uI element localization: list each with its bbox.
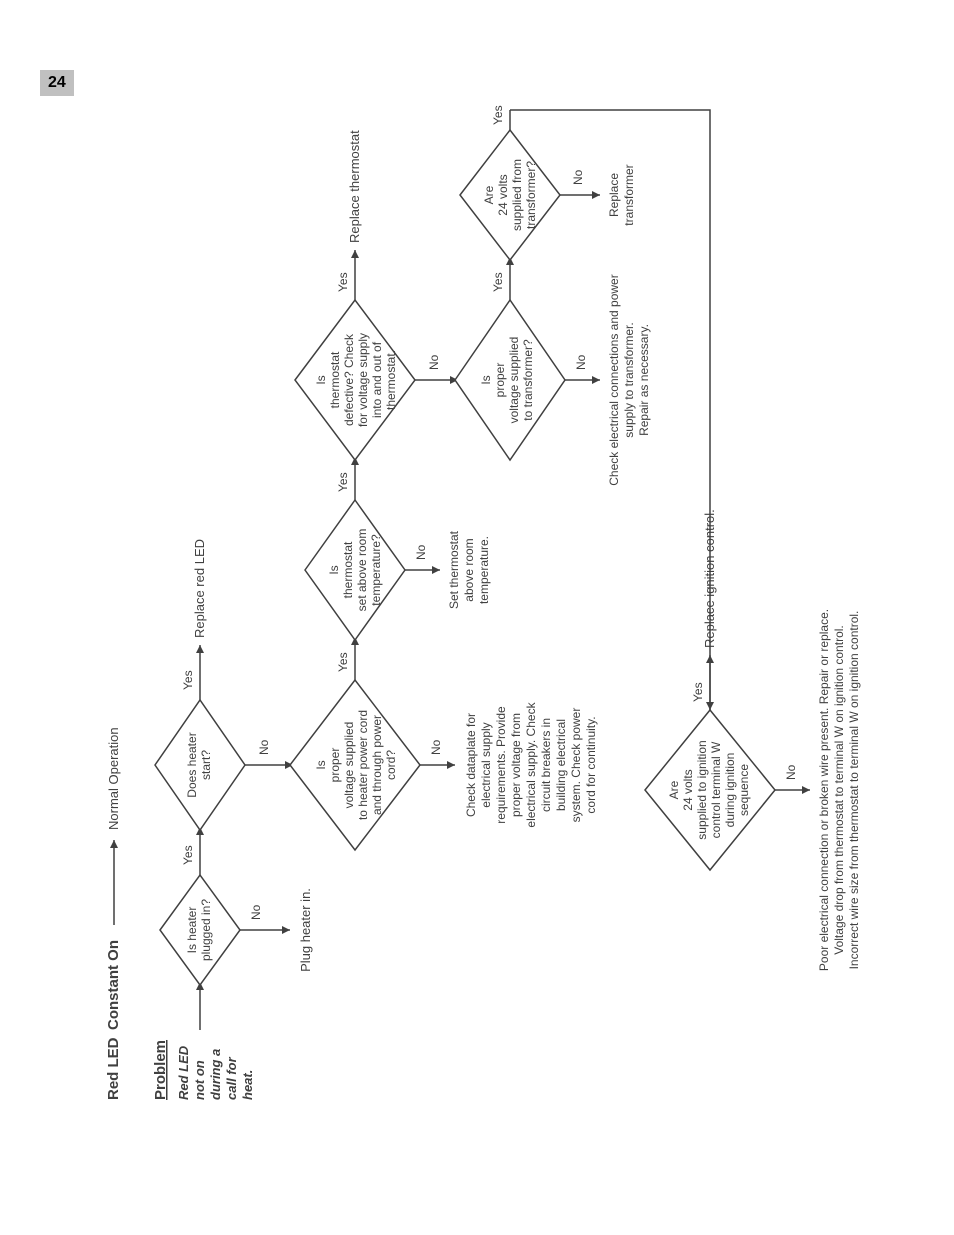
d7-l3: supplied from xyxy=(510,159,524,231)
d3-l5: and through power xyxy=(370,715,384,815)
d6-yes: Yes xyxy=(491,272,505,292)
d6-no-a2: supply to transformer. xyxy=(622,322,636,437)
d8-l4: control terminal W xyxy=(709,741,723,838)
d3-no-a9: cord for continuity. xyxy=(584,716,598,813)
d4-no: No xyxy=(414,544,428,560)
d5-l3: defective? Check xyxy=(342,333,356,426)
d1-l1: Is heater xyxy=(185,907,199,954)
d3-l6: cord? xyxy=(384,750,398,780)
d3-no-a6: circuit breakers in xyxy=(539,718,553,812)
d6-no: No xyxy=(574,354,588,370)
page-number: 24 xyxy=(40,70,74,96)
d8-l6: sequence xyxy=(737,764,751,816)
d2-yes: Yes xyxy=(181,670,195,690)
d7-l4: transformer? xyxy=(524,161,538,229)
d5-l5: into and out of xyxy=(370,341,384,418)
title-normal-op: Normal Operation xyxy=(106,727,121,830)
d8-l3: supplied to ignition xyxy=(695,740,709,839)
d3-no-a7: building electrical xyxy=(554,719,568,811)
d6-l1: Is xyxy=(479,375,493,384)
d6-l3: voltage supplied xyxy=(507,337,521,424)
d3-yes: Yes xyxy=(336,652,350,672)
problem-l4: call for xyxy=(224,1056,239,1100)
d7-l2: 24 volts xyxy=(496,174,510,215)
d1-l2: plugged in? xyxy=(199,899,213,961)
d3-no-a5: electrical supply. Check xyxy=(524,701,538,827)
problem-l5: heat. xyxy=(240,1070,255,1100)
title-left: Red LED xyxy=(105,1037,122,1100)
d4-yes: Yes xyxy=(336,472,350,492)
d2-no: No xyxy=(257,739,271,755)
d7-yes: Yes xyxy=(491,105,505,125)
d8-yes-action: Replace ignition control. xyxy=(702,509,717,648)
d8-l5: during ignition xyxy=(723,753,737,828)
d3-no-a4: proper voltage from xyxy=(509,713,523,817)
d2-l2: start? xyxy=(199,750,213,780)
problem-l3: during a xyxy=(208,1049,223,1100)
d4-no-a2: above room xyxy=(462,538,476,601)
d4-l1: Is xyxy=(327,565,341,574)
d2-yes-action: Replace red LED xyxy=(192,539,207,638)
d3-l3: voltage supplied xyxy=(342,722,356,809)
d3-no-a3: requirements. Provide xyxy=(494,706,508,824)
d1-no-action: Plug heater in. xyxy=(298,888,313,972)
flowchart-container: Red LED Constant On Normal Operation Pro… xyxy=(100,100,900,1100)
d5-yes: Yes xyxy=(336,272,350,292)
d3-no-a8: system. Check power xyxy=(569,708,583,823)
problem-l2: not on xyxy=(192,1060,207,1100)
d5-l1: Is xyxy=(314,375,328,384)
d3-l2: proper xyxy=(328,748,342,783)
d7-no: No xyxy=(571,169,585,185)
d7-l1: Are xyxy=(482,185,496,204)
d5-l6: thermostat. xyxy=(384,350,398,410)
d5-no: No xyxy=(427,354,441,370)
title-state: Constant On xyxy=(105,940,122,1030)
d3-l4: to heater power cord xyxy=(356,710,370,820)
d6-l4: to transformer? xyxy=(521,339,535,421)
d8-l2: 24 volts xyxy=(681,769,695,810)
d4-no-a1: Set thermostat xyxy=(447,530,461,609)
d6-no-a3: Repair as necessary. xyxy=(637,324,651,436)
d8-no-a2: Voltage drop from thermostat to terminal… xyxy=(832,625,846,955)
d3-no-a1: Check dataplate for xyxy=(464,713,478,817)
d2-l1: Does heater xyxy=(185,732,199,797)
d4-l2: thermostat xyxy=(341,541,355,598)
d8-l1: Are xyxy=(667,780,681,799)
d8-no-a1: Poor electrical connection or broken wir… xyxy=(817,609,831,971)
d7-no-a1: Replace xyxy=(607,173,621,217)
d8-no: No xyxy=(784,764,798,780)
d1-no: No xyxy=(249,904,263,920)
d5-l4: for voltage supply xyxy=(356,333,370,427)
d5-yes-action: Replace thermostat xyxy=(347,130,362,243)
d6-l2: proper xyxy=(493,363,507,398)
d3-no: No xyxy=(429,739,443,755)
d3-no-a2: electrical supply xyxy=(479,722,493,807)
d1-yes: Yes xyxy=(181,845,195,865)
problem-l1: Red LED xyxy=(176,1045,191,1100)
d6-no-a1: Check electrical connections and power xyxy=(607,274,621,485)
d7-no-a2: transformer xyxy=(622,164,636,225)
d8-no-a3: Incorrect wire size from thermostat to t… xyxy=(847,611,861,970)
d4-l3: set above room xyxy=(355,529,369,612)
d8-yes: Yes xyxy=(691,682,705,702)
flowchart-svg: Red LED Constant On Normal Operation Pro… xyxy=(100,100,900,1100)
d4-l4: temperature? xyxy=(369,534,383,606)
d3-l1: Is xyxy=(314,760,328,769)
d5-l2: thermostat xyxy=(328,351,342,408)
problem-heading: Problem xyxy=(152,1040,169,1100)
d4-no-a3: temperature. xyxy=(477,536,491,604)
